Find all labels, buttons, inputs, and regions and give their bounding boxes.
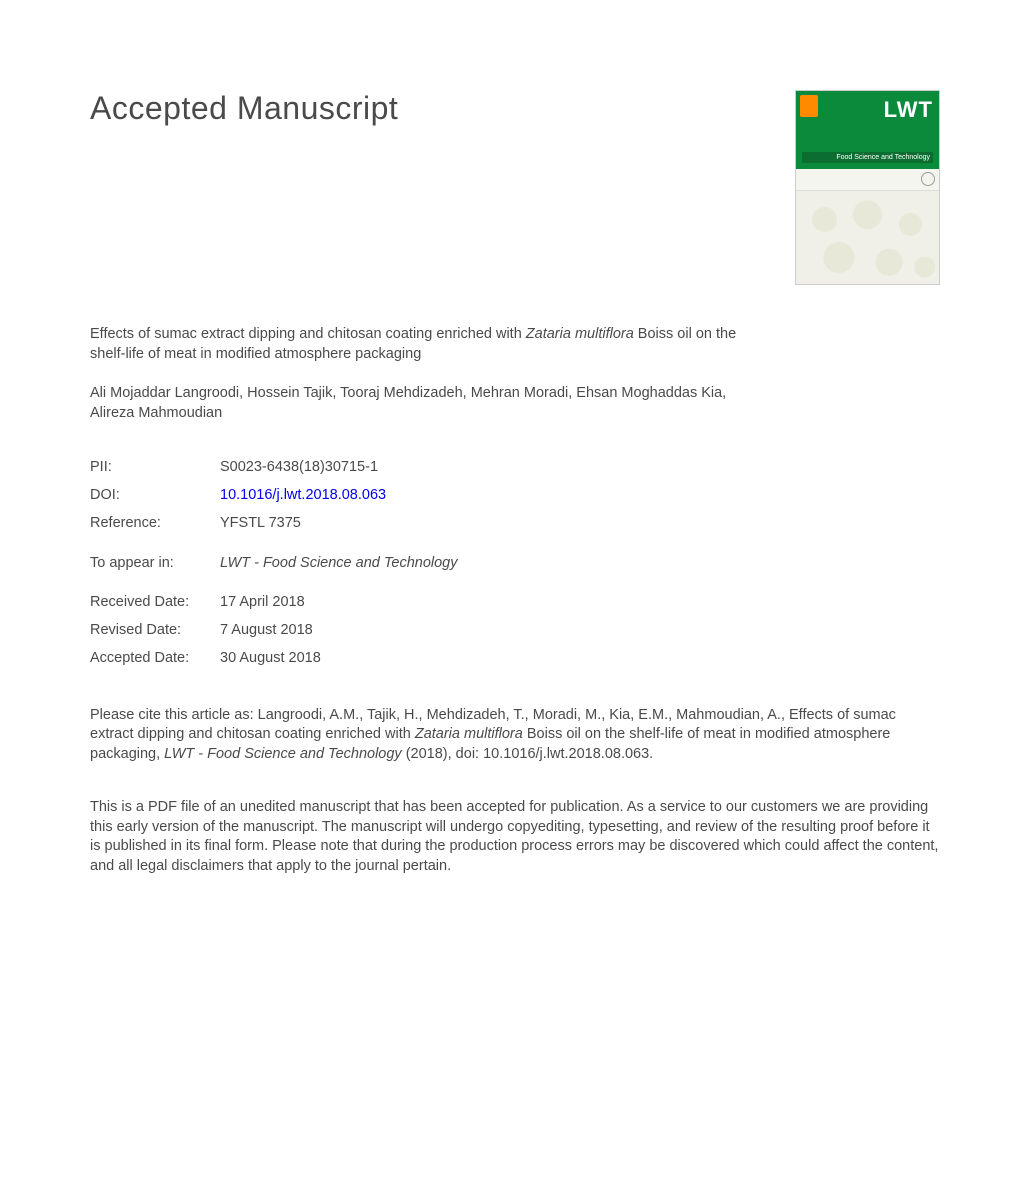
authors: Ali Mojaddar Langroodi, Hossein Tajik, T…: [90, 384, 730, 423]
meta-label: Accepted Date:: [90, 648, 220, 670]
citation-italic2: LWT - Food Science and Technology: [164, 746, 402, 762]
meta-label: Received Date:: [90, 592, 220, 614]
elsevier-logo-icon: [800, 95, 818, 117]
citation-post: (2018), doi: 10.1016/j.lwt.2018.08.063.: [402, 746, 654, 762]
meta-row-pii: PII: S0023-6438(18)30715-1: [90, 457, 940, 479]
meta-value: YFSTL 7375: [220, 513, 301, 535]
meta-value: 7 August 2018: [220, 620, 313, 642]
meta-label: PII:: [90, 457, 220, 479]
meta-value: 30 August 2018: [220, 648, 321, 670]
meta-label: DOI:: [90, 485, 220, 507]
citation-italic1: Zataria multiflora: [415, 726, 523, 742]
meta-label: Revised Date:: [90, 620, 220, 642]
meta-value: S0023-6438(18)30715-1: [220, 457, 378, 479]
page-title: Accepted Manuscript: [90, 90, 398, 127]
article-title: Effects of sumac extract dipping and chi…: [90, 325, 770, 364]
title-pre: Effects of sumac extract dipping and chi…: [90, 326, 526, 342]
meta-row-accepted: Accepted Date: 30 August 2018: [90, 648, 940, 670]
cover-badge-icon: [921, 172, 935, 186]
meta-row-doi: DOI: 10.1016/j.lwt.2018.08.063: [90, 485, 940, 507]
citation-block: Please cite this article as: Langroodi, …: [90, 706, 940, 765]
meta-label: To appear in:: [90, 553, 220, 575]
meta-row-ref: Reference: YFSTL 7375: [90, 513, 940, 535]
cover-header: LWT Food Science and Technology: [796, 91, 939, 169]
meta-value: LWT - Food Science and Technology: [220, 553, 458, 575]
cover-brand: LWT: [884, 97, 933, 123]
meta-table: PII: S0023-6438(18)30715-1 DOI: 10.1016/…: [90, 457, 940, 669]
meta-row-revised: Revised Date: 7 August 2018: [90, 620, 940, 642]
meta-row-received: Received Date: 17 April 2018: [90, 592, 940, 614]
title-italic: Zataria multiflora: [526, 326, 634, 342]
doi-link[interactable]: 10.1016/j.lwt.2018.08.063: [220, 485, 386, 507]
meta-row-appear: To appear in: LWT - Food Science and Tec…: [90, 553, 940, 575]
cover-image: [796, 191, 939, 285]
meta-label: Reference:: [90, 513, 220, 535]
journal-cover: LWT Food Science and Technology: [795, 90, 940, 285]
disclaimer: This is a PDF file of an unedited manusc…: [90, 798, 940, 876]
cover-mid-strip: [796, 169, 939, 191]
cover-subtitle: Food Science and Technology: [802, 152, 933, 163]
meta-value: 17 April 2018: [220, 592, 305, 614]
header-row: Accepted Manuscript LWT Food Science and…: [90, 90, 940, 285]
